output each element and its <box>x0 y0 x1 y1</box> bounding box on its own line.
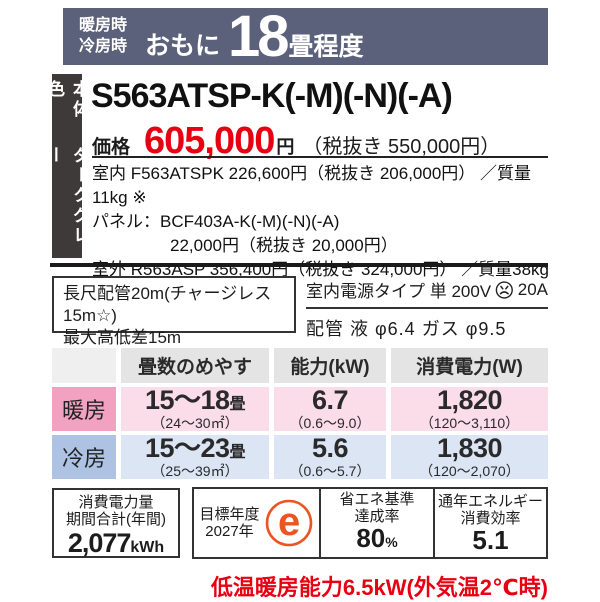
target-year-cell: 目標年度 2027年 e <box>194 489 321 557</box>
banner-size-number: 18 <box>228 3 289 69</box>
price-divider <box>92 156 548 158</box>
unit-price-list: 室内 F563ATSPK 226,600円（税抜き 206,000円） ／質量1… <box>92 162 552 282</box>
banner-cooling-label: 冷房時 <box>79 37 128 55</box>
apf-label1: 通年エネルギー <box>437 493 543 510</box>
standard-label1: 省エネ基準 <box>339 491 415 508</box>
price-label: 価格 <box>92 137 131 158</box>
body-color-strip: 本体色 ダークグレー <box>45 74 89 258</box>
long-piping-box: 長尺配管20m(チャージレス15m☆) 最大高低差15m <box>52 276 296 347</box>
standard-value: 80% <box>356 525 397 555</box>
outlet-200v-icon <box>495 280 514 299</box>
apf-cell: 通年エネルギー 消費効率 5.1 <box>435 489 546 557</box>
energy-saving-e-mark-icon: e <box>265 499 312 547</box>
energy-rating-box: 目標年度 2027年 e 省エネ基準 達成率 80% 通年エネルギー 消費効率 … <box>192 487 548 559</box>
power-amp-value: 20A <box>517 279 548 299</box>
cooling-power-cell: 1,830 （120〜2,070） <box>391 433 548 480</box>
target-year-text: 目標年度 2027年 <box>199 506 259 540</box>
table-header-power: 消費電力(W) <box>391 348 548 383</box>
heating-capacity-value: 6.7 <box>311 385 349 416</box>
standard-achievement-cell: 省エネ基準 達成率 80% <box>321 489 435 557</box>
heating-tatami-unit: 畳 <box>229 396 246 414</box>
heating-power-cell: 1,820 （120〜3,110） <box>391 385 548 432</box>
annual-consumption-label2: 期間合計(年間) <box>66 511 166 528</box>
heating-power-value: 1,820 <box>436 385 503 416</box>
capacity-table: 畳数のめやす 能力(kW) 消費電力(W) 暖房 15〜18畳 （24〜30㎡）… <box>52 348 548 479</box>
body-color-value: ダークグレー <box>45 146 89 246</box>
heating-tatami-range: 15〜18 <box>144 385 230 416</box>
banner-heating-label: 暖房時 <box>79 16 128 34</box>
panel-model-line: パネル：BCF403A-K(-M)(-N)(-A) <box>92 212 340 231</box>
cooling-tatami-unit: 畳 <box>229 444 246 462</box>
body-color-title: 本体色 <box>45 80 89 120</box>
annual-kwh-number: 2,077 <box>67 528 132 558</box>
cooling-power-value: 1,830 <box>436 433 503 464</box>
cooling-power-range: （120〜2,070） <box>419 463 520 480</box>
heating-capacity-range: （0.6〜9.0） <box>289 415 371 432</box>
cooling-capacity-value: 5.6 <box>311 433 349 464</box>
price-value: 605,000 <box>144 120 275 162</box>
cooling-tatami-cell: 15〜23畳 （25〜39㎡） <box>121 433 269 480</box>
heating-capacity-cell: 6.7 （0.6〜9.0） <box>274 385 386 432</box>
panel-price-line: 22,000円（税抜き 20,000円） <box>170 236 398 255</box>
cooling-tatami-range: 15〜23 <box>144 433 230 464</box>
heating-row-label: 暖房 <box>52 387 116 431</box>
power-spec-column: 室内電源タイプ 単 200V 20A 配管 液 φ6.4 ガス φ9.5 <box>306 277 548 341</box>
cooling-capacity-cell: 5.6 （0.6〜5.7） <box>274 433 386 480</box>
power-type-label: 室内電源タイプ 単 200V <box>306 282 492 301</box>
table-header-capacity: 能力(kW) <box>274 348 386 383</box>
cooling-capacity-range: （0.6〜5.7） <box>289 463 371 480</box>
annual-consumption-label1: 消費電力量 <box>78 494 154 511</box>
max-height-diff-line: 最大高低差15m <box>63 328 182 347</box>
section-divider <box>50 263 548 267</box>
table-header-blank <box>52 348 116 383</box>
banner-size-suffix: 畳程度 <box>288 32 364 61</box>
heating-power-range: （120〜3,110） <box>419 415 520 432</box>
annual-consumption-box: 消費電力量 期間合計(年間) 2,077kWh <box>52 488 180 558</box>
price-row: 価格 605,000 円 （税抜き 550,000円） <box>92 120 500 163</box>
target-year-label: 目標年度 <box>199 506 260 523</box>
capacity-banner: 暖房時 冷房時 おもに 18 畳程度 <box>63 3 548 69</box>
low-temp-heating-note: 低温暖房能力6.5kW(外気温2℃時) <box>210 575 548 600</box>
long-piping-line: 長尺配管20m(チャージレス15m☆) <box>63 284 272 325</box>
price-tax-note: （税抜き 550,000円） <box>302 136 501 158</box>
model-number: S563ATSP-K(-M)(-N)(-A) <box>91 77 453 115</box>
table-header-tatami: 畳数のめやす <box>121 348 269 383</box>
standard-label2: 達成率 <box>354 508 400 525</box>
cooling-tatami-sub: （25〜39㎡） <box>151 463 239 480</box>
cooling-row-label: 冷房 <box>52 435 116 479</box>
heating-tatami-cell: 15〜18畳 （24〜30㎡） <box>121 385 269 432</box>
target-year-value: 2027年 <box>205 523 254 540</box>
indoor-unit-line: 室内 F563ATSPK 226,600円（税抜き 206,000円） ／質量1… <box>92 164 532 207</box>
annual-kwh-unit: kWh <box>130 539 165 556</box>
price-unit: 円 <box>276 137 295 157</box>
apf-value: 5.1 <box>472 525 509 555</box>
standard-percent-number: 80 <box>356 523 386 553</box>
power-type-line: 室内電源タイプ 単 200V 20A <box>306 277 548 309</box>
standard-percent-sign: % <box>385 534 398 550</box>
banner-mode-labels: 暖房時 冷房時 <box>79 16 127 58</box>
pipe-diameter-line: 配管 液 φ6.4 ガス φ9.5 <box>306 319 507 339</box>
banner-prefix: おもに <box>145 31 221 60</box>
annual-consumption-value: 2,077kWh <box>54 528 178 563</box>
apf-label2: 消費効率 <box>460 510 521 527</box>
svg-text:e: e <box>278 500 300 544</box>
heating-tatami-sub: （24〜30㎡） <box>151 415 239 432</box>
